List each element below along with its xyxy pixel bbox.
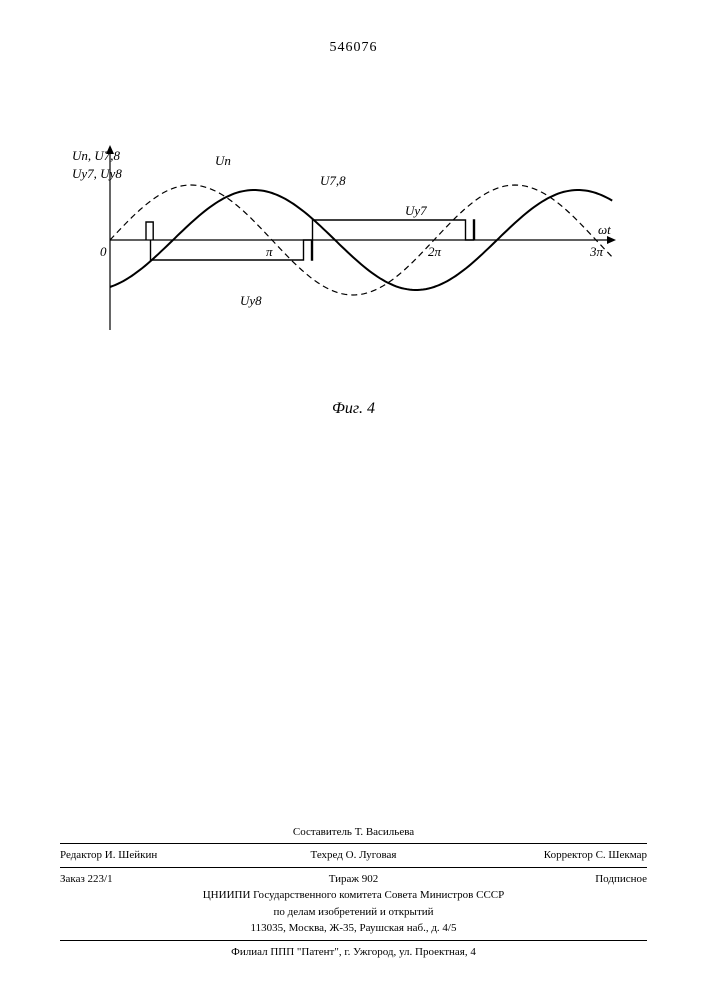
svg-text:π: π bbox=[266, 244, 273, 259]
subscription: Подписное bbox=[451, 871, 647, 888]
divider bbox=[60, 867, 647, 868]
address-1: 113035, Москва, Ж-35, Раушская наб., д. … bbox=[60, 920, 647, 937]
address-2: Филиал ППП "Патент", г. Ужгород, ул. Про… bbox=[60, 944, 647, 961]
credits-row: Редактор И. Шейкин Техред О. Луговая Кор… bbox=[60, 847, 647, 864]
svg-text:Uу7, Uу8: Uу7, Uу8 bbox=[72, 166, 122, 181]
org-line-2: по делам изобретений и открытий bbox=[60, 904, 647, 921]
svg-text:Uп, U7,8: Uп, U7,8 bbox=[72, 148, 121, 163]
svg-text:0: 0 bbox=[100, 244, 107, 259]
page-number: 546076 bbox=[330, 40, 378, 56]
org-line-1: ЦНИИПИ Государственного комитета Совета … bbox=[60, 887, 647, 904]
order: Заказ 223/1 bbox=[60, 871, 256, 888]
svg-text:Uу7: Uу7 bbox=[405, 203, 427, 218]
print-run: Тираж 902 bbox=[256, 871, 452, 888]
figure-4: Uп, U7,8Uу7, Uу8ωt0π2π3πUпU7,8Uу7Uу8 bbox=[70, 140, 630, 380]
divider bbox=[60, 940, 647, 941]
divider bbox=[60, 843, 647, 844]
editor: Редактор И. Шейкин bbox=[60, 847, 256, 864]
colophon: Составитель Т. Васильева Редактор И. Шей… bbox=[60, 824, 647, 961]
svg-text:Uп: Uп bbox=[215, 153, 231, 168]
waveform-plot: Uп, U7,8Uу7, Uу8ωt0π2π3πUпU7,8Uу7Uу8 bbox=[70, 140, 630, 380]
techred: Техред О. Луговая bbox=[256, 847, 452, 864]
corrector: Корректор С. Шекмар bbox=[451, 847, 647, 864]
order-row: Заказ 223/1 Тираж 902 Подписное bbox=[60, 871, 647, 888]
svg-text:ωt: ωt bbox=[598, 222, 611, 237]
svg-text:Uу8: Uу8 bbox=[240, 293, 262, 308]
svg-text:U7,8: U7,8 bbox=[320, 173, 346, 188]
compiler-line: Составитель Т. Васильева bbox=[60, 824, 647, 841]
svg-text:2π: 2π bbox=[428, 244, 442, 259]
figure-caption: Фиг. 4 bbox=[332, 400, 375, 418]
